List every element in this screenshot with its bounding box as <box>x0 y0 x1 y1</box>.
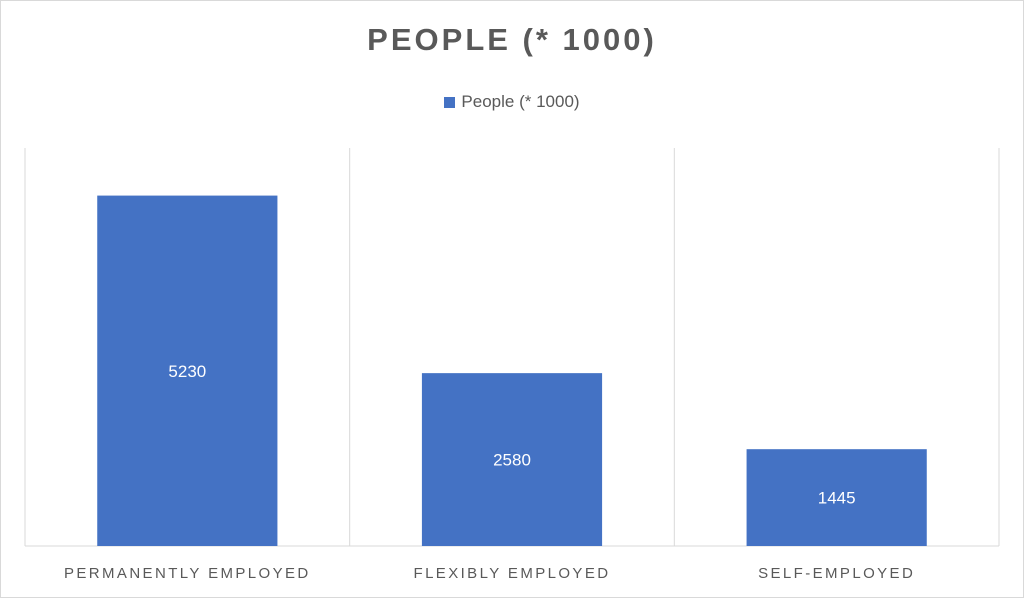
category-label: FLEXIBLY EMPLOYED <box>414 565 611 582</box>
category-label: SELF-EMPLOYED <box>758 565 915 582</box>
data-label: 2580 <box>493 451 531 470</box>
data-label: 5230 <box>168 362 206 381</box>
bar <box>746 449 927 546</box>
legend: People (* 1000) <box>0 92 1024 112</box>
bar <box>97 195 278 546</box>
legend-label: People (* 1000) <box>461 92 580 111</box>
chart-title: PEOPLE (* 1000) <box>367 22 657 57</box>
category-label: PERMANENTLY EMPLOYED <box>64 565 311 582</box>
bar <box>421 373 603 546</box>
legend-swatch <box>444 96 456 108</box>
data-label: 1445 <box>818 489 856 508</box>
